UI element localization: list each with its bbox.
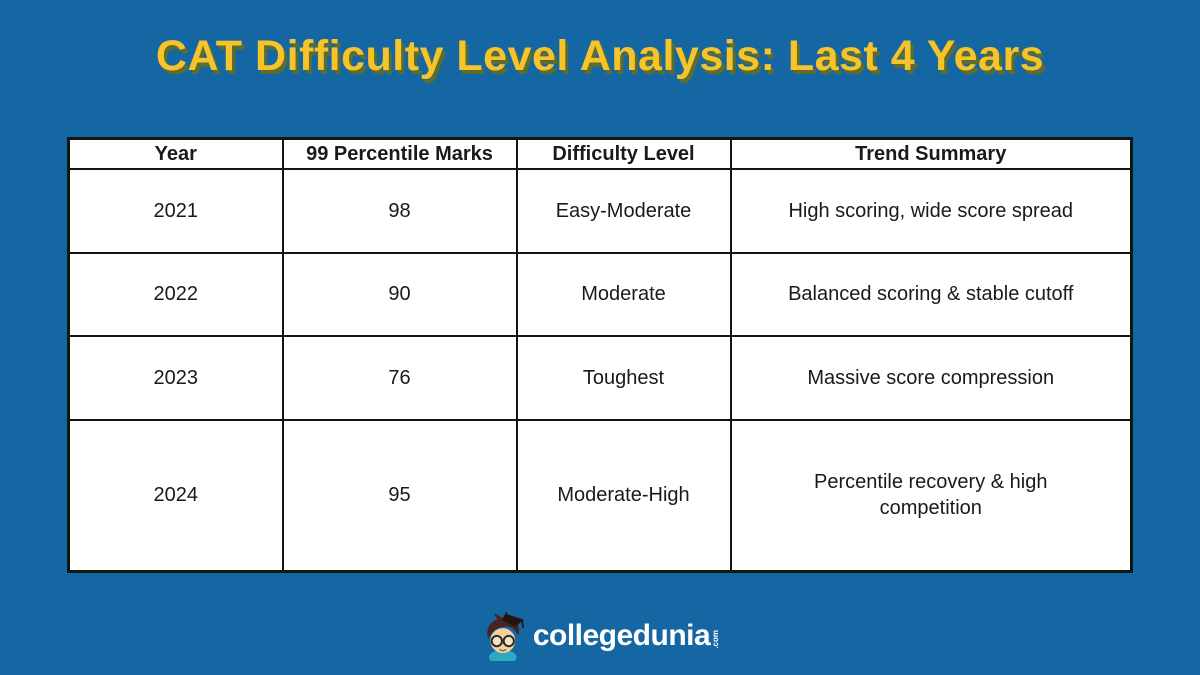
table-row: 2024 95 Moderate-High Percentile recover… <box>67 418 1133 573</box>
brand-wordmark: collegedunia <box>532 619 711 652</box>
cell-trend: High scoring, wide score spread <box>729 168 1133 254</box>
header-difficulty-level: Difficulty Level <box>515 137 732 170</box>
cell-marks: 95 <box>281 418 518 573</box>
collegedunia-logo: collegedunia .com <box>480 611 720 661</box>
cell-trend: Massive score compression <box>729 335 1133 421</box>
brand-suffix: .com <box>711 630 721 649</box>
table-row: 2023 76 Toughest Massive score compressi… <box>67 335 1133 421</box>
cell-year: 2021 <box>67 168 284 254</box>
header-year: Year <box>67 137 284 170</box>
cell-trend: Percentile recovery & high competition <box>729 418 1133 573</box>
cell-trend: Balanced scoring & stable cutoff <box>729 251 1133 338</box>
table-row: 2021 98 Easy-Moderate High scoring, wide… <box>67 168 1133 254</box>
cell-difficulty: Moderate-High <box>515 418 732 573</box>
difficulty-table: Year 99 Percentile Marks Difficulty Leve… <box>67 137 1133 573</box>
page-title: CAT Difficulty Level Analysis: Last 4 Ye… <box>155 32 1045 80</box>
cell-marks: 90 <box>281 251 518 338</box>
cell-year: 2024 <box>67 418 284 573</box>
collegedunia-mascot-icon <box>487 611 524 661</box>
cell-year: 2023 <box>67 335 284 421</box>
table-row: 2022 90 Moderate Balanced scoring & stab… <box>67 251 1133 338</box>
cell-marks: 98 <box>281 168 518 254</box>
header-trend-summary: Trend Summary <box>729 137 1133 170</box>
table-header-row: Year 99 Percentile Marks Difficulty Leve… <box>67 137 1133 170</box>
cell-difficulty: Toughest <box>515 335 732 421</box>
cell-difficulty: Moderate <box>515 251 732 338</box>
cell-marks: 76 <box>281 335 518 421</box>
cell-year: 2022 <box>67 251 284 338</box>
header-percentile-marks: 99 Percentile Marks <box>281 137 518 170</box>
cell-difficulty: Easy-Moderate <box>515 168 732 254</box>
